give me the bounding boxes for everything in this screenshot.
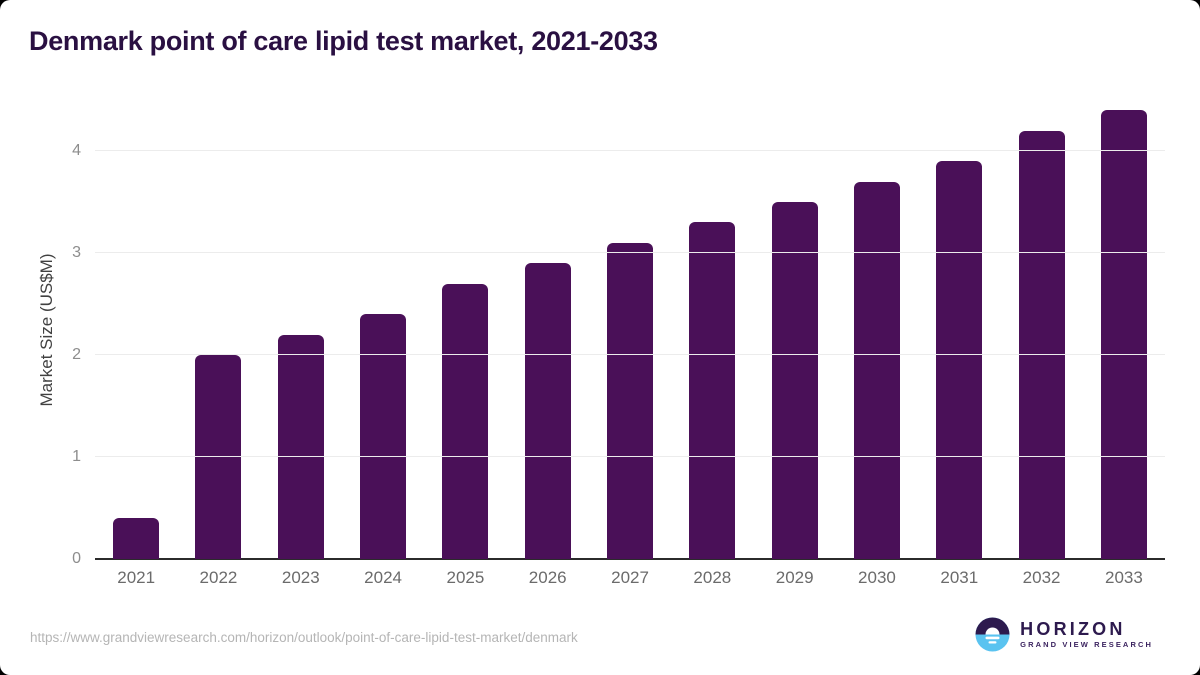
bar-2031 (936, 161, 983, 559)
bar-slot-2028 (671, 222, 753, 559)
x-label-2030: 2030 (858, 568, 896, 587)
x-label-2026: 2026 (528, 568, 567, 587)
bar-2027 (607, 242, 654, 559)
bar-slot-2029 (754, 202, 836, 559)
x-label-2033: 2033 (1104, 568, 1143, 587)
bar-slot-2033 (1083, 110, 1165, 559)
x-axis-line (95, 558, 1165, 560)
bar-2026 (524, 263, 571, 559)
chart-title: Denmark point of care lipid test market,… (29, 26, 658, 56)
bar-2025 (442, 283, 489, 559)
bar-2021 (113, 518, 160, 559)
horizon-logo-icon (974, 616, 1011, 653)
gridline-1 (95, 456, 1165, 457)
plot-area: 2021 2022 2023 2024 2025 2026 2027 2028 2029 2030… (72, 100, 1165, 587)
x-label-2031: 2031 (940, 568, 979, 587)
bar-2023 (277, 334, 324, 559)
horizon-logo: HORIZON GRAND VIEW RESEARCH (974, 616, 1153, 653)
bar-2033 (1100, 110, 1147, 559)
bar-slot-2031 (918, 161, 1000, 559)
source-url: https://www.grandviewresearch.com/horizo… (30, 630, 578, 645)
bar-slot-2023 (260, 334, 342, 559)
bar-2030 (853, 181, 900, 559)
bars-container (95, 100, 1165, 559)
bar-slot-2022 (177, 355, 259, 559)
logo-brand-text: HORIZON (1020, 618, 1126, 639)
x-label-2024: 2024 (364, 568, 402, 587)
bar-2022 (195, 355, 242, 559)
logo-tagline-text: GRAND VIEW RESEARCH (1020, 640, 1153, 650)
x-label-2028: 2028 (693, 568, 732, 587)
y-tick-label-4: 4 (72, 142, 81, 159)
gridline-3 (95, 252, 1165, 253)
gridline-2 (95, 354, 1165, 355)
bar-2029 (771, 202, 818, 559)
bar-2024 (360, 314, 407, 559)
y-tick-label-0: 0 (72, 550, 81, 567)
x-label-2021: 2021 (117, 568, 156, 587)
x-axis-labels: 2021 2022 2023 2024 2025 2026 2027 2028 2029 2030… (95, 568, 1165, 588)
x-label-2025: 2025 (446, 568, 485, 587)
bar-slot-2024 (342, 314, 424, 559)
y-tick-label-1: 1 (72, 448, 81, 465)
x-label-2029: 2029 (775, 568, 814, 587)
x-label-2027: 2027 (611, 568, 649, 587)
bar-slot-2026 (507, 263, 589, 559)
y-tick-label-2: 2 (72, 346, 81, 363)
gridline-4 (95, 150, 1165, 151)
bar-slot-2021 (95, 518, 177, 559)
bar-slot-2027 (589, 242, 671, 559)
x-label-2023: 2023 (281, 568, 320, 587)
y-tick-label-3: 3 (72, 244, 81, 261)
bar-slot-2032 (1000, 130, 1082, 559)
bar-slot-2030 (836, 181, 918, 559)
bar-2032 (1018, 130, 1065, 559)
bar-2028 (689, 222, 736, 559)
x-label-2022: 2022 (199, 568, 238, 587)
x-label-2032: 2032 (1022, 568, 1061, 587)
y-axis-title: Market Size (US$M) (37, 253, 56, 407)
bar-slot-2025 (424, 283, 506, 559)
